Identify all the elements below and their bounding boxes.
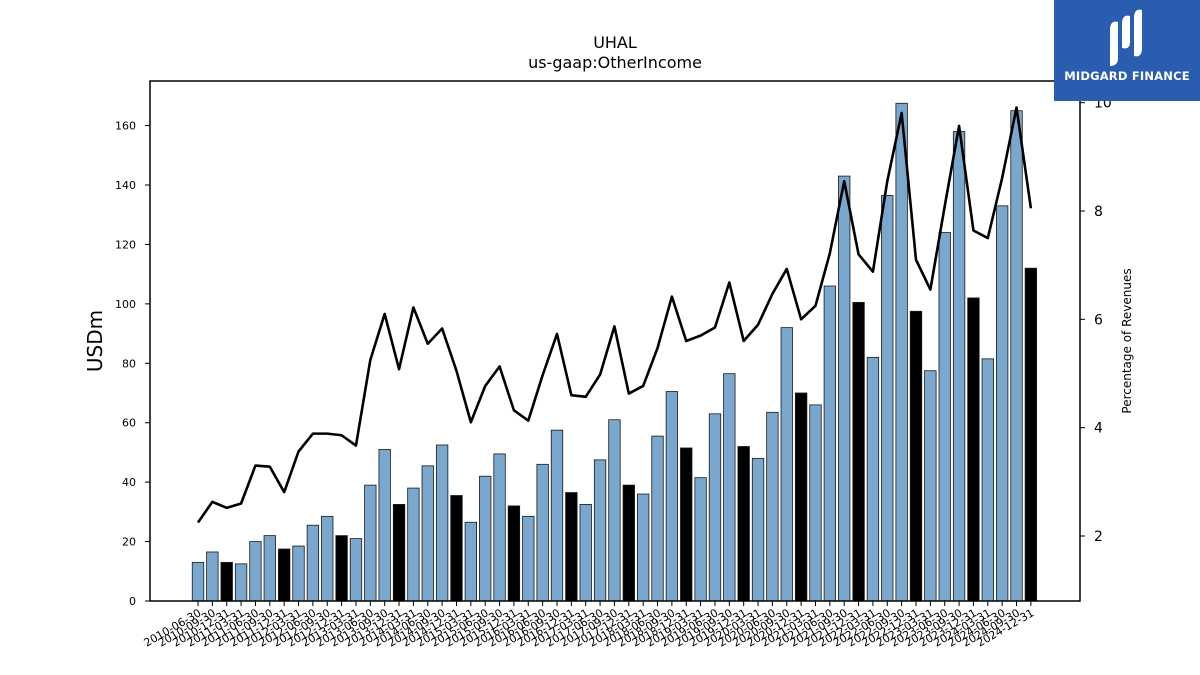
line-layer bbox=[196, 106, 1033, 524]
y2-tick-label: 4 bbox=[1094, 421, 1103, 437]
bar bbox=[364, 484, 377, 602]
bar bbox=[249, 541, 262, 602]
bar bbox=[866, 356, 880, 602]
bar bbox=[191, 561, 205, 602]
bar bbox=[637, 493, 650, 602]
bar bbox=[996, 205, 1009, 602]
bar bbox=[622, 484, 635, 602]
y-tick-label: 100 bbox=[115, 298, 136, 311]
y-tick-label: 0 bbox=[129, 595, 136, 608]
bar bbox=[220, 561, 233, 602]
bar bbox=[924, 370, 937, 602]
bar bbox=[1010, 110, 1023, 602]
y2-axis-label: Percentage of Revenues bbox=[1120, 268, 1134, 413]
y-tick-label: 60 bbox=[122, 417, 136, 430]
bar bbox=[579, 504, 592, 602]
bar bbox=[723, 373, 736, 602]
brand-mark-icon bbox=[1110, 9, 1142, 66]
bar bbox=[780, 327, 793, 602]
bar bbox=[565, 492, 578, 602]
bar bbox=[794, 392, 808, 602]
series-line bbox=[196, 106, 1033, 524]
bar bbox=[967, 297, 980, 602]
bar bbox=[838, 175, 851, 602]
bar bbox=[378, 449, 391, 602]
brand-name: MIDGARD FINANCE bbox=[1064, 69, 1190, 83]
bar bbox=[766, 411, 779, 602]
bar bbox=[435, 444, 449, 602]
bar bbox=[292, 545, 305, 602]
bar bbox=[593, 459, 607, 602]
plot-frame bbox=[149, 80, 1081, 602]
bar bbox=[651, 435, 664, 602]
y2-tick-label: 6 bbox=[1094, 312, 1103, 328]
bar bbox=[278, 548, 291, 602]
bar bbox=[809, 404, 822, 602]
y-axis-label: USDm bbox=[83, 310, 107, 372]
y-tick-label: 140 bbox=[115, 179, 136, 192]
bar bbox=[823, 285, 836, 602]
bar bbox=[507, 505, 521, 602]
bar bbox=[263, 535, 276, 602]
bar bbox=[751, 457, 765, 602]
bar bbox=[522, 515, 535, 602]
bar bbox=[909, 310, 923, 602]
bar bbox=[881, 194, 894, 602]
y-tick-label: 120 bbox=[115, 238, 136, 251]
bar bbox=[407, 487, 420, 602]
bar bbox=[392, 504, 406, 602]
brand-logo: MIDGARD FINANCE bbox=[1054, 0, 1200, 101]
bar bbox=[550, 429, 564, 602]
bar bbox=[349, 538, 363, 602]
y-tick-label: 40 bbox=[122, 476, 136, 489]
y-tick-label: 160 bbox=[115, 120, 136, 133]
x-axis: 2010-06-302010-09-302010-12-312011-03-31… bbox=[142, 601, 1036, 650]
chart-title: UHAL bbox=[593, 33, 637, 52]
bar bbox=[737, 446, 750, 602]
bar bbox=[234, 563, 248, 602]
y2-tick-label: 2 bbox=[1094, 529, 1103, 545]
y2-tick-label: 8 bbox=[1094, 204, 1103, 220]
bar bbox=[1024, 267, 1038, 602]
bar bbox=[708, 413, 722, 602]
bar bbox=[680, 447, 693, 602]
bar bbox=[335, 535, 348, 602]
bar bbox=[321, 515, 334, 602]
y-axis: 0 20 40 60 80 100 120 140 160 bbox=[115, 120, 150, 608]
bar bbox=[421, 465, 434, 602]
bar bbox=[206, 551, 219, 602]
bar bbox=[479, 475, 492, 602]
chart-subtitle: us-gaap:OtherIncome bbox=[528, 53, 702, 72]
bar bbox=[536, 463, 549, 602]
bar bbox=[306, 524, 320, 602]
bar bbox=[938, 232, 951, 602]
bar bbox=[952, 131, 966, 602]
y-tick-label: 80 bbox=[122, 357, 136, 370]
bar bbox=[608, 419, 621, 602]
bar bbox=[694, 477, 707, 602]
bar bbox=[981, 358, 994, 602]
bar bbox=[852, 301, 865, 602]
bar bbox=[450, 495, 463, 602]
bar bbox=[464, 521, 477, 602]
y-tick-label: 20 bbox=[122, 536, 136, 549]
bar bbox=[895, 102, 908, 602]
bar bbox=[665, 391, 679, 602]
bars-layer bbox=[191, 102, 1038, 602]
bar bbox=[493, 453, 506, 602]
